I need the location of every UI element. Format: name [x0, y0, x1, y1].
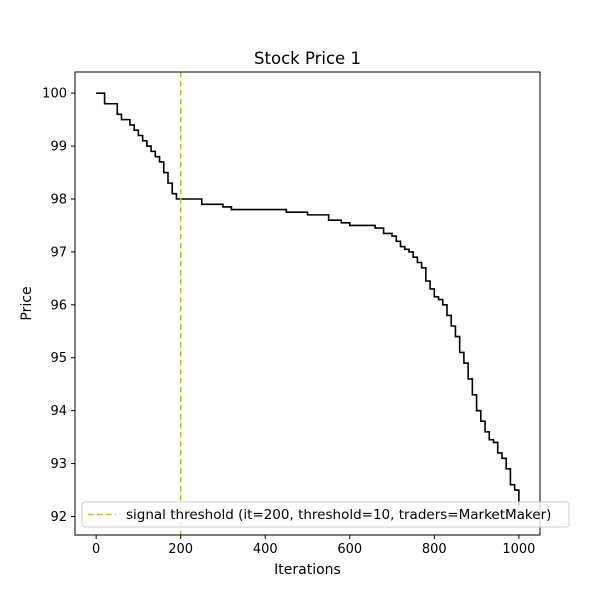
y-tick-label: 98 — [50, 192, 67, 207]
x-tick-label: 0 — [92, 542, 100, 557]
y-tick-label: 92 — [50, 510, 67, 525]
legend-box — [81, 501, 570, 528]
x-tick-label: 400 — [253, 542, 278, 557]
price-line — [96, 92, 520, 506]
y-tick-label: 93 — [50, 457, 67, 472]
y-tick-label: 96 — [50, 298, 67, 313]
y-tick-label: 99 — [50, 140, 67, 155]
x-tick-label: 800 — [422, 542, 447, 557]
y-tick-label: 94 — [50, 404, 67, 419]
x-axis: 0 200 400 600 800 1000 — [92, 535, 535, 557]
y-axis: 92 93 94 95 96 97 98 99 100 — [42, 87, 75, 525]
plot-area — [96, 72, 520, 535]
legend-entry-signal-threshold: signal threshold (it=200, threshold=10, … — [126, 507, 551, 523]
y-tick-label: 95 — [50, 351, 67, 366]
x-tick-label: 1000 — [502, 542, 535, 557]
x-tick-label: 200 — [168, 542, 193, 557]
x-axis-label: Iterations — [274, 562, 341, 578]
y-tick-label: 100 — [42, 87, 67, 102]
y-axis-label: Price — [19, 286, 35, 320]
chart-title: Stock Price 1 — [254, 49, 361, 68]
axes-frame — [74, 71, 541, 536]
x-tick-label: 600 — [337, 542, 362, 557]
legend: signal threshold (it=200, threshold=10, … — [81, 501, 570, 528]
y-tick-label: 97 — [50, 245, 67, 260]
